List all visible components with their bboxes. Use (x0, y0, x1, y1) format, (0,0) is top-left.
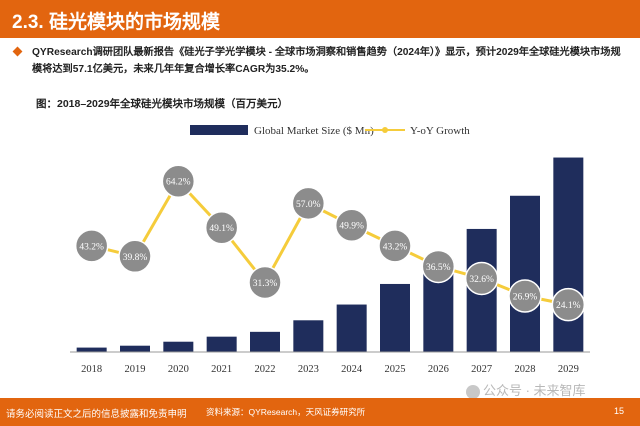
x-tick-2027: 2027 (471, 364, 492, 375)
growth-label-2027: 32.6% (469, 275, 494, 285)
x-tick-2020: 2020 (168, 364, 189, 375)
watermark: 公众号 · 未来智库 (466, 380, 586, 399)
intro-paragraph: QYResearch调研团队最新报告《硅光子学光学模块 - 全球市场洞察和销售趋… (12, 44, 626, 78)
growth-marker-2022 (248, 265, 282, 300)
growth-label-2024: 49.9% (339, 222, 364, 232)
x-tick-2024: 2024 (341, 364, 363, 375)
bar-2025 (380, 283, 410, 352)
x-tick-2019: 2019 (125, 364, 146, 375)
x-tick-2021: 2021 (211, 364, 232, 375)
x-tick-2026: 2026 (428, 364, 449, 375)
growth-label-2018: 43.2% (79, 242, 104, 252)
growth-line (91, 179, 569, 307)
footer-bar: 请务必阅读正文之后的信息披露和免责申明 资料来源：QYResearch，天风证券… (0, 398, 640, 426)
intro-text: QYResearch调研团队最新报告《硅光子学光学模块 - 全球市场洞察和销售趋… (32, 47, 621, 75)
growth-marker-2019 (118, 239, 152, 274)
figure-label: 图：2018–2029年全球硅光模块市场规模（百万美元） (36, 98, 289, 110)
bar-2020 (163, 341, 194, 352)
x-tick-2018: 2018 (81, 364, 102, 375)
bar-2022 (250, 331, 280, 352)
growth-marker-2026 (421, 249, 456, 284)
growth-label-2025: 43.2% (383, 242, 408, 252)
x-tick-2029: 2029 (558, 364, 579, 375)
growth-marker-2023 (291, 186, 326, 221)
bar-2021 (206, 336, 237, 352)
watermark-text: 公众号 · 未来智库 (483, 383, 586, 398)
growth-marker-2024 (334, 208, 369, 242)
market-size-chart: Global Market Size ($ Mn) Y-oY Growth 2018… (70, 125, 590, 375)
x-tick-2025: 2025 (385, 364, 406, 375)
growth-label-2019: 39.8% (123, 253, 148, 263)
growth-marker-2021 (204, 210, 239, 245)
bar-2024 (336, 304, 367, 352)
x-tick-2023: 2023 (298, 364, 319, 375)
bar-2019 (120, 345, 150, 352)
growth-label-2023: 57.0% (296, 200, 321, 210)
growth-label-2022: 31.3% (253, 279, 278, 289)
growth-label-2029: 24.1% (556, 301, 581, 311)
growth-marker-2018 (74, 229, 109, 263)
bar-2029 (553, 157, 584, 352)
growth-marker-2020 (161, 164, 196, 198)
x-tick-2028: 2028 (515, 364, 536, 375)
page-number: 15 (614, 406, 625, 416)
growth-label-2020: 64.2% (166, 178, 191, 188)
growth-label-2026: 36.5% (426, 263, 451, 273)
legend-line-marker (382, 127, 388, 133)
growth-label-2021: 49.1% (209, 224, 234, 234)
bar-2023 (293, 320, 324, 352)
growth-marker-2025 (378, 229, 412, 263)
wechat-icon (466, 384, 480, 399)
legend-bar-label: Global Market Size ($ Mn) (254, 125, 374, 137)
diamond-bullet-icon (12, 46, 23, 57)
bar-2018 (76, 347, 107, 352)
footer-source: 资料来源：QYResearch，天风证券研究所 (206, 407, 366, 417)
footer-notice: 请务必阅读正文之后的信息披露和免责申明 (6, 409, 187, 420)
growth-marker-2028 (508, 279, 542, 313)
x-tick-2022: 2022 (255, 364, 276, 375)
growth-label-2028: 26.9% (513, 293, 538, 303)
growth-marker-2027 (464, 261, 499, 296)
legend-bar-swatch (190, 125, 248, 135)
section-title: 2.3. 硅光模块的市场规模 (12, 12, 220, 33)
growth-marker-2029 (551, 287, 586, 322)
bar-2028 (510, 195, 540, 352)
legend-line-label: Y-oY Growth (410, 125, 470, 137)
section-header: 2.3. 硅光模块的市场规模 (0, 0, 640, 38)
